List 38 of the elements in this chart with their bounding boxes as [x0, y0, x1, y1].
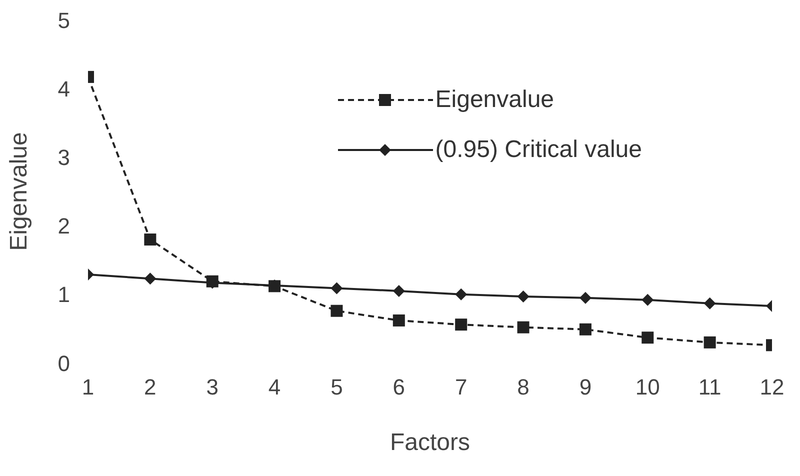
x-tick-label: 8 — [517, 374, 530, 400]
x-tick-label: 11 — [698, 374, 722, 400]
point — [330, 282, 343, 294]
point — [704, 297, 716, 310]
point — [455, 288, 468, 300]
point — [579, 292, 592, 304]
point — [704, 336, 716, 348]
point — [330, 304, 343, 317]
x-tick-label: 10 — [635, 374, 660, 400]
x-tick-label: 1 — [82, 374, 94, 400]
point — [144, 272, 156, 285]
point — [144, 234, 156, 246]
point — [579, 323, 592, 336]
x-tick-label: 7 — [454, 374, 468, 400]
point — [517, 321, 530, 334]
point — [392, 314, 405, 326]
x-tick-label: 6 — [392, 374, 406, 400]
legend-label: (0.95) Critical value — [435, 136, 642, 164]
legend-label: Eigenvalue — [435, 86, 554, 114]
y-tick-label: 3 — [58, 145, 70, 170]
y-tick-label: 0 — [58, 350, 70, 376]
y-axis-title: Eigenvalue — [6, 132, 33, 251]
y-tick-label: 2 — [58, 214, 70, 239]
x-tick-label: 4 — [268, 374, 281, 400]
point — [517, 290, 530, 302]
point — [642, 294, 654, 306]
y-tick-label: 4 — [58, 76, 70, 102]
y-tick-label: 1 — [58, 282, 70, 308]
x-tick-label: 9 — [579, 374, 592, 400]
point — [642, 332, 654, 344]
point — [392, 284, 405, 297]
x-tick-label: 5 — [330, 374, 343, 400]
x-axis-title: Factors — [390, 429, 470, 456]
y-tick-label: 5 — [58, 8, 70, 33]
x-tick-label: 12 — [760, 374, 784, 400]
point — [455, 318, 468, 331]
x-tick-label: 3 — [206, 374, 218, 400]
x-tick-label: 2 — [144, 374, 156, 400]
